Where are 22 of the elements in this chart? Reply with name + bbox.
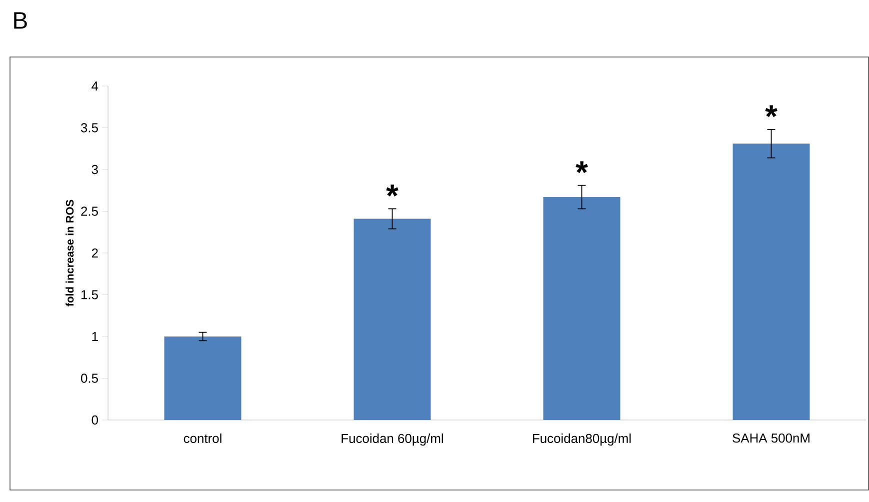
y-tick-label: 3 <box>92 164 98 174</box>
x-tick-label: Fucoidan80µg/ml <box>533 434 631 446</box>
y-tick-label: 0.5 <box>80 374 98 383</box>
y-tick-label: 0 <box>92 415 98 425</box>
bar <box>164 336 242 420</box>
bar <box>543 197 620 420</box>
y-tick-label: 2 <box>92 248 98 258</box>
y-tick-label: 2.5 <box>81 206 98 216</box>
y-axis-title: fold increase in ROS <box>66 200 74 306</box>
y-tick-label: 3.5 <box>80 123 98 132</box>
y-tick-label: 4 <box>92 82 98 90</box>
bar <box>732 144 810 420</box>
text: B <box>14 12 27 29</box>
x-tick-label: Fucoidan 60µg/ml <box>342 434 443 446</box>
y-tick-label: 1 <box>92 332 98 341</box>
y-tick-label: 1.5 <box>81 290 98 300</box>
x-tick-label: SAHA 500nM <box>732 434 810 443</box>
x-tick-label: control <box>184 434 222 444</box>
bar <box>354 218 431 420</box>
annotation: * <box>765 105 778 118</box>
annotation: * <box>576 161 588 174</box>
annotation: * <box>386 184 398 196</box>
